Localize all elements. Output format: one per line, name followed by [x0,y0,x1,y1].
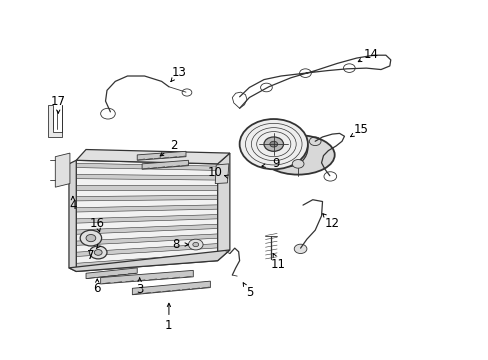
Polygon shape [142,160,188,169]
Polygon shape [55,153,70,187]
Text: 13: 13 [171,66,186,79]
Polygon shape [76,244,217,256]
Text: 2: 2 [170,139,177,152]
Text: 11: 11 [270,258,285,271]
Circle shape [192,242,198,247]
Text: 17: 17 [51,95,65,108]
Text: 14: 14 [363,48,378,61]
Circle shape [292,159,304,168]
Polygon shape [76,185,217,190]
Polygon shape [69,250,229,271]
Polygon shape [86,268,137,279]
Polygon shape [76,253,217,267]
Text: 10: 10 [207,166,222,179]
Polygon shape [76,205,217,212]
Polygon shape [76,215,217,223]
Polygon shape [76,234,217,246]
Text: 1: 1 [165,319,172,332]
Circle shape [294,244,306,253]
Polygon shape [69,160,76,271]
Ellipse shape [268,129,307,167]
Text: 6: 6 [93,282,101,295]
Polygon shape [76,195,217,201]
Polygon shape [76,149,229,164]
Circle shape [94,249,102,255]
Circle shape [89,246,107,259]
Text: 16: 16 [90,216,104,230]
Circle shape [86,234,96,242]
Polygon shape [217,153,229,261]
Text: 9: 9 [272,157,279,170]
Circle shape [188,239,203,250]
Circle shape [239,119,307,169]
Text: 4: 4 [69,199,77,212]
Text: 8: 8 [172,238,180,251]
Text: 5: 5 [245,287,253,300]
Polygon shape [101,270,193,284]
Polygon shape [48,105,62,137]
Circle shape [264,137,283,151]
Polygon shape [137,151,185,160]
Text: 3: 3 [136,283,143,296]
Circle shape [80,230,102,246]
Ellipse shape [261,135,334,175]
Polygon shape [215,164,228,184]
Text: 12: 12 [324,216,339,230]
Polygon shape [76,163,217,170]
Polygon shape [76,160,217,271]
Text: 15: 15 [353,123,368,136]
Text: 7: 7 [87,249,95,262]
Polygon shape [76,224,217,234]
Polygon shape [132,281,210,295]
Polygon shape [76,174,217,180]
Circle shape [269,141,277,147]
